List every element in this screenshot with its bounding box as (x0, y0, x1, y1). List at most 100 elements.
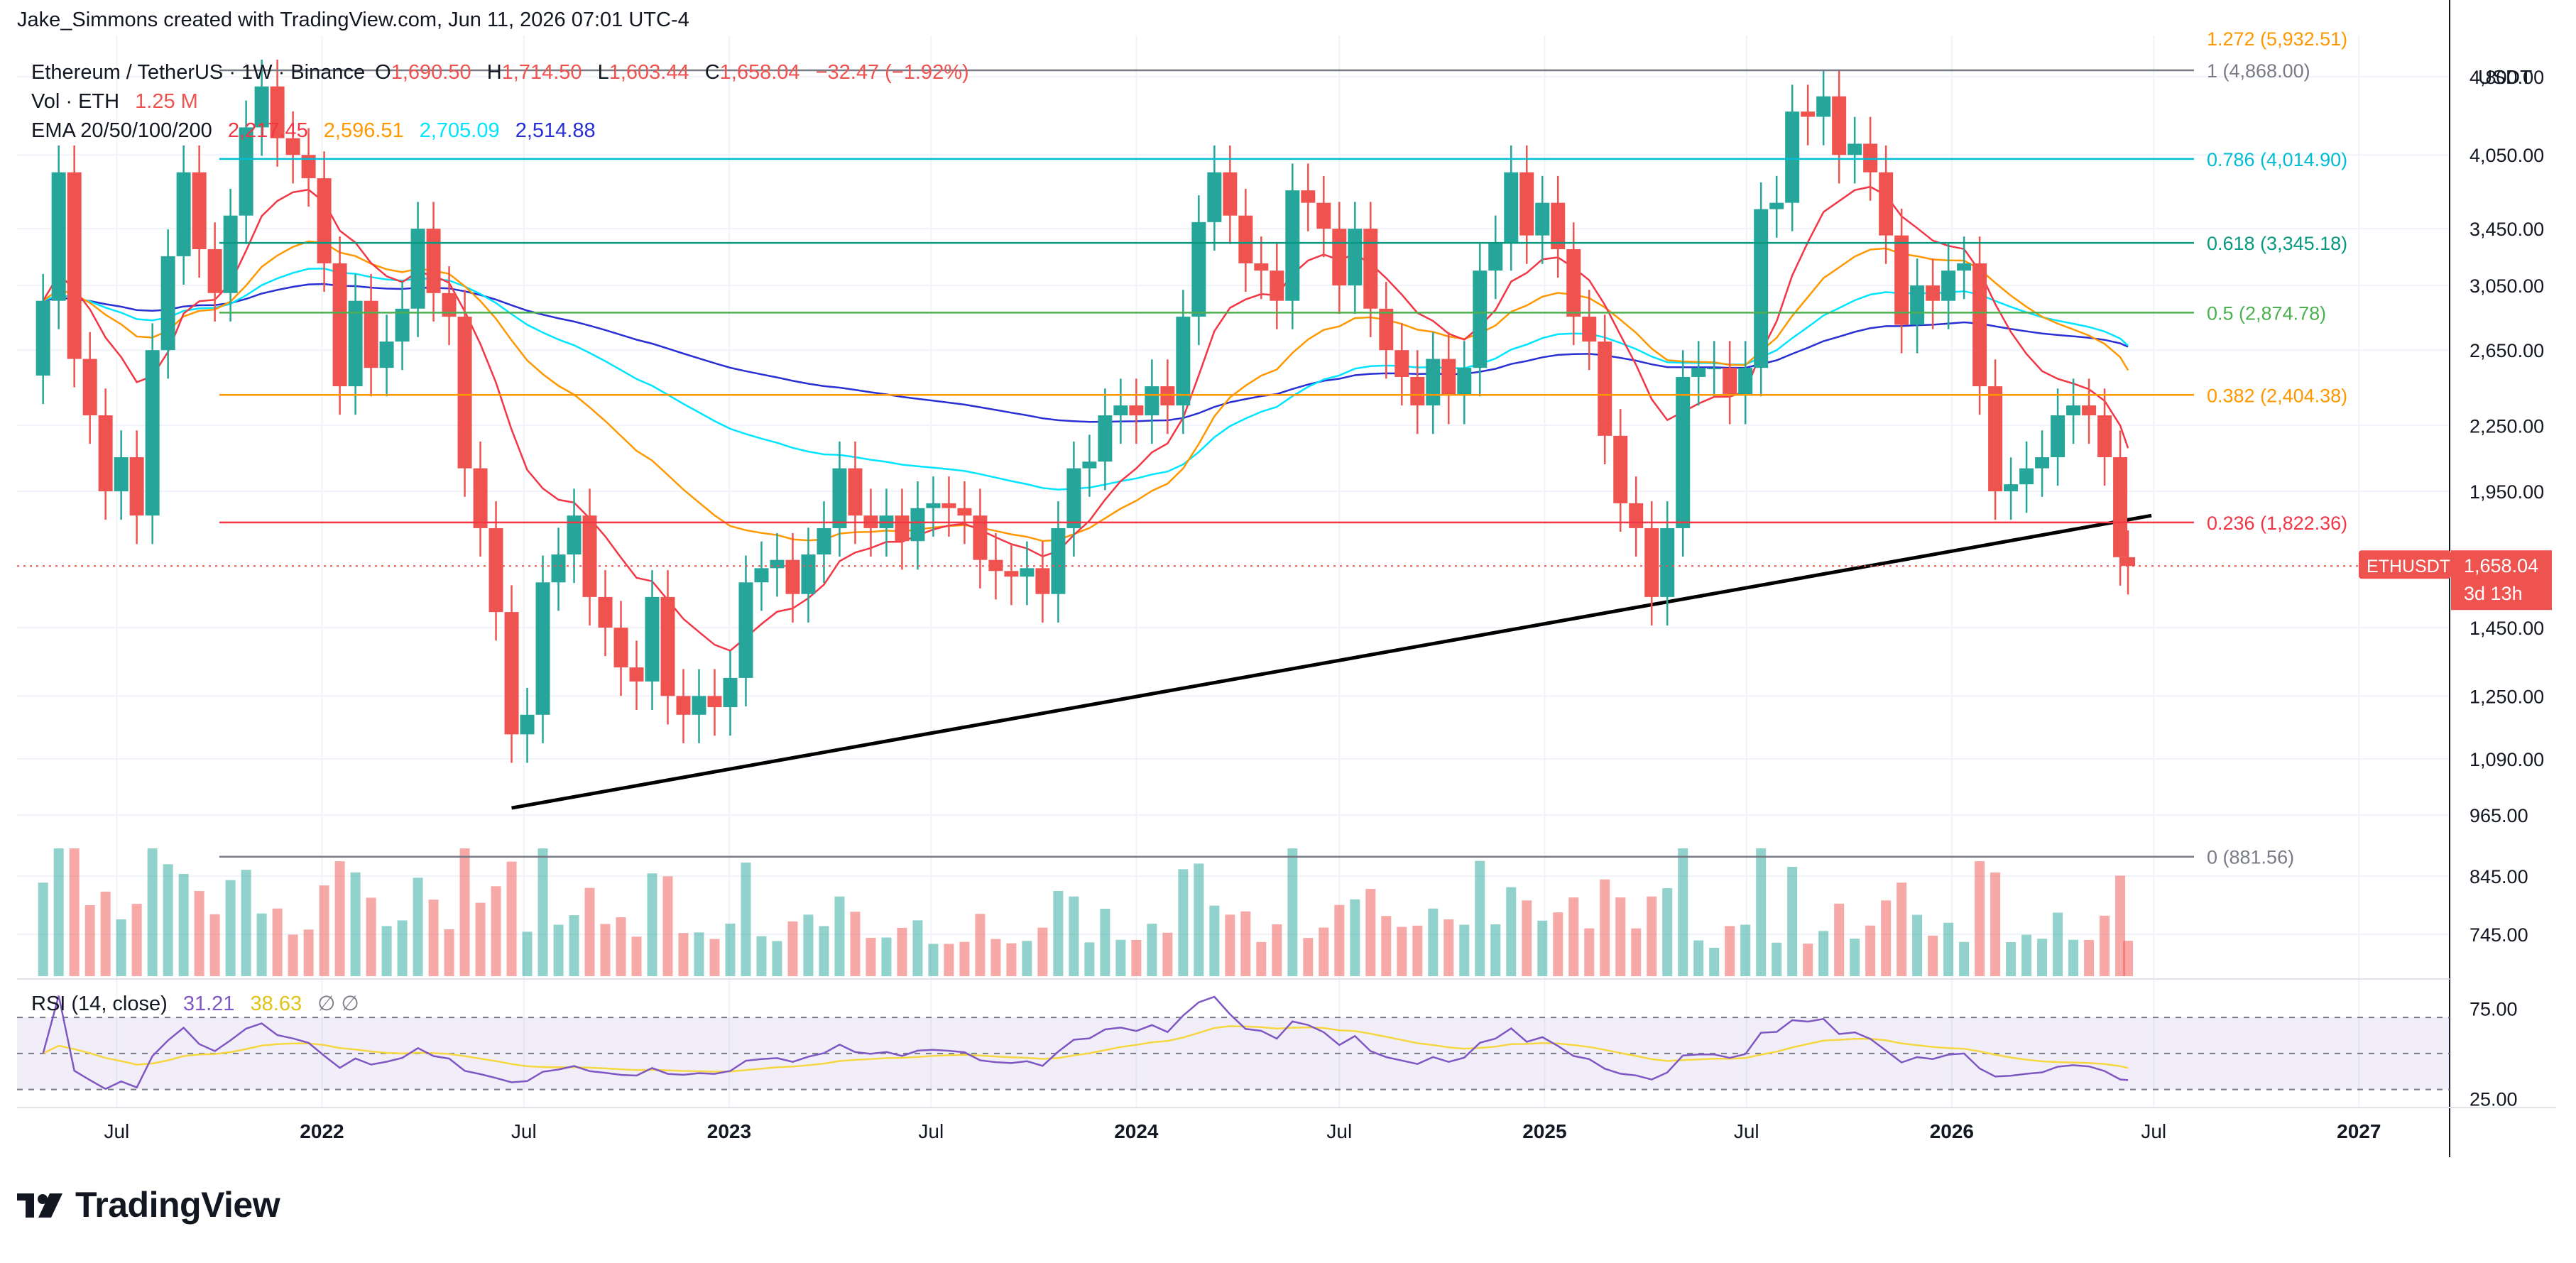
symbol-tag-label: ETHUSDT (2367, 557, 2450, 576)
volume-bar (1537, 920, 1548, 976)
symbol-tag (2359, 550, 2451, 579)
candle-body (817, 527, 831, 554)
candle-body (426, 229, 441, 293)
volume-bar (741, 863, 751, 976)
volume-bar (100, 891, 111, 976)
rsi-label[interactable]: RSI (14, close) (31, 993, 168, 1015)
volume-bar (1756, 848, 1767, 976)
candle-body (1769, 202, 1784, 209)
y-tick-label: 4,800.00 (2469, 67, 2544, 88)
candle-body (582, 515, 597, 597)
price-tag-value: 1,658.04 (2464, 555, 2538, 576)
y-tick-label: 1,090.00 (2469, 749, 2544, 770)
candle-body (1098, 415, 1113, 462)
candle-body (1957, 263, 1972, 271)
volume-bar (803, 914, 814, 976)
volume-bar (1053, 891, 1064, 976)
volume-bar (756, 936, 767, 976)
volume-bar (334, 861, 345, 976)
candle-body (957, 508, 972, 516)
volume-bar (506, 861, 517, 976)
volume-bar (1334, 904, 1345, 976)
candle-body (192, 172, 207, 249)
candle-body (520, 714, 535, 735)
candle-body (1129, 405, 1144, 416)
y-tick-label: 845.00 (2469, 866, 2528, 887)
rsi-settings-icon[interactable]: ∅ ∅ (317, 993, 359, 1015)
fib-label: 0.236 (1,822.36) (2207, 513, 2347, 534)
candle-body (1348, 229, 1363, 286)
candle-body (1285, 190, 1300, 301)
high-label: H (486, 61, 502, 84)
ema-label[interactable]: EMA 20/50/100/200 (31, 119, 212, 142)
volume-bar (1397, 926, 1407, 976)
candle-body (489, 527, 503, 613)
volume-label[interactable]: Vol · ETH (31, 90, 120, 113)
volume-bar (381, 926, 392, 976)
volume-bar (303, 929, 314, 976)
candle-body (1457, 368, 1472, 396)
rsi-y-tick-label: 25.00 (2469, 1088, 2518, 1110)
candle-body (1082, 461, 1097, 469)
volume-bar (944, 944, 954, 976)
volume-bar (1615, 897, 1626, 976)
volume-bar (2068, 939, 2079, 976)
volume-bar (241, 870, 251, 976)
candle-body (692, 696, 706, 715)
candle-body (1379, 308, 1394, 351)
candle-body (535, 582, 550, 715)
candle-body (1145, 386, 1159, 416)
volume-bar (834, 896, 845, 976)
volume-bar (772, 941, 782, 976)
volume-bar (1131, 939, 1142, 976)
currency-label[interactable]: USDT (2478, 66, 2532, 88)
volume-bar (1209, 905, 1220, 976)
close-label: C (704, 61, 720, 84)
volume-bar (616, 917, 626, 976)
x-tick-label: 2023 (707, 1120, 751, 1142)
volume-bar (428, 900, 439, 976)
volume-bar (225, 880, 236, 976)
volume-bar (84, 905, 95, 976)
candle-body (1066, 468, 1081, 528)
candle-body (1519, 172, 1534, 236)
candle-body (1707, 368, 1722, 370)
fib-label: 0.5 (2,874.78) (2207, 302, 2326, 324)
price-tag-countdown: 3d 13h (2464, 583, 2523, 604)
candle-body (1332, 229, 1347, 286)
candle-body (1676, 376, 1691, 528)
x-tick-label: Jul (511, 1120, 537, 1142)
candle-body (1113, 405, 1128, 416)
volume-bar (1287, 848, 1298, 976)
candle-body (707, 696, 722, 708)
volume-bar (1506, 887, 1517, 976)
fib-label: 0.618 (3,345.18) (2207, 233, 2347, 254)
volume-bar (1881, 900, 1892, 976)
candle-body (613, 628, 628, 668)
candle-body (895, 515, 910, 542)
volume-bar (319, 885, 329, 976)
candle-body (1426, 359, 1441, 406)
candle-body (1941, 270, 1956, 301)
volume-bar (2021, 934, 2032, 976)
volume-bar (819, 926, 829, 976)
volume-bar (1303, 938, 1314, 976)
candle-body (1316, 202, 1331, 229)
symbol-label[interactable]: Ethereum / TetherUS · 1W · Binance (31, 61, 366, 84)
volume-bar (1006, 943, 1017, 976)
candle-body (1160, 386, 1175, 406)
candle-body (457, 317, 472, 469)
candle-body (1738, 368, 1753, 396)
candle-body (395, 308, 410, 342)
volume-bar (881, 937, 892, 976)
volume-bar (1225, 914, 1235, 976)
candle-body (270, 86, 285, 138)
tradingview-logo[interactable]: TradingView (17, 1184, 280, 1225)
candle-body (410, 229, 425, 309)
volume-bar (1850, 939, 1860, 976)
rsi-pane (42, 995, 2129, 1090)
price-tag (2451, 550, 2552, 611)
open-label: O (375, 61, 391, 84)
y-tick-label: 2,250.00 (2469, 415, 2544, 437)
